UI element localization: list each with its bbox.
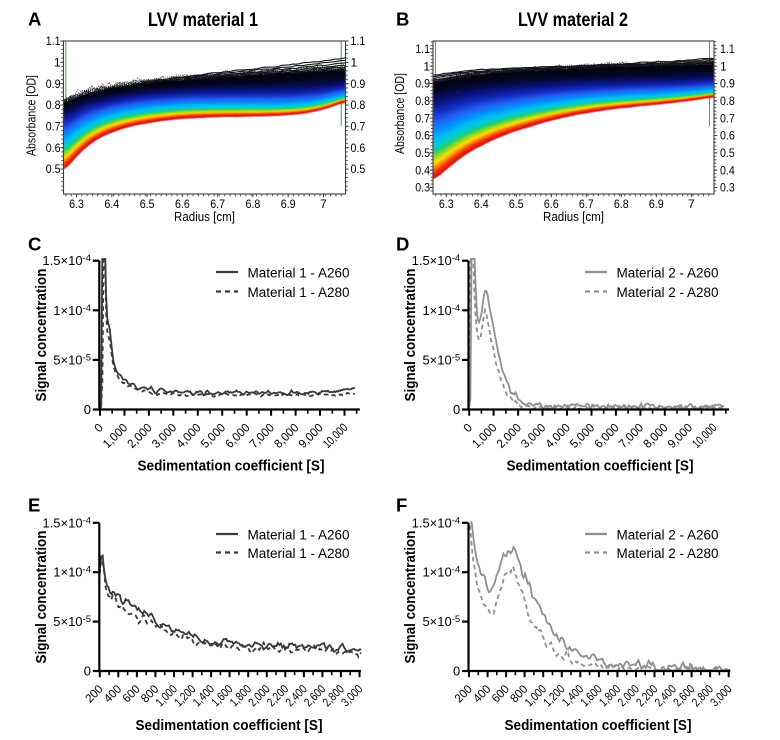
svg-text:6.7: 6.7: [210, 197, 225, 211]
svg-text:1.5×10-4: 1.5×10-4: [42, 515, 91, 530]
svg-text:Signal concentration: Signal concentration: [34, 269, 50, 402]
svg-text:Signal concentration: Signal concentration: [403, 531, 419, 664]
svg-text:0.6: 0.6: [351, 141, 366, 155]
svg-text:0: 0: [453, 402, 460, 417]
svg-text:0.5: 0.5: [720, 146, 735, 160]
svg-text:Material 2 - A260: Material 2 - A260: [617, 527, 719, 542]
svg-text:1.5×10-4: 1.5×10-4: [42, 253, 91, 268]
svg-text:Sedimentation coefficient [S]: Sedimentation coefficient [S]: [136, 718, 323, 734]
svg-text:6.3: 6.3: [69, 197, 84, 211]
svg-text:1×10-4: 1×10-4: [422, 303, 460, 318]
svg-text:0.5: 0.5: [46, 162, 61, 176]
svg-text:0.8: 0.8: [351, 98, 366, 112]
svg-text:1: 1: [351, 56, 358, 70]
svg-text:7: 7: [688, 197, 695, 211]
svg-text:0.4: 0.4: [415, 163, 430, 177]
svg-text:Material 2 - A260: Material 2 - A260: [617, 265, 719, 280]
svg-text:6.9: 6.9: [281, 197, 296, 211]
svg-text:0.8: 0.8: [415, 94, 430, 108]
svg-text:6.5: 6.5: [140, 197, 155, 211]
svg-text:Sedimentation coefficient [S]: Sedimentation coefficient [S]: [507, 459, 694, 475]
svg-text:E: E: [28, 495, 40, 516]
svg-text:0.5: 0.5: [415, 146, 430, 160]
svg-text:Radius [cm]: Radius [cm]: [174, 209, 235, 224]
svg-text:A: A: [28, 8, 41, 29]
svg-text:6.6: 6.6: [544, 197, 559, 211]
svg-text:0.3: 0.3: [415, 181, 430, 195]
svg-text:6.7: 6.7: [579, 197, 594, 211]
svg-text:0: 0: [84, 402, 91, 417]
svg-text:0: 0: [84, 664, 91, 679]
svg-text:6.4: 6.4: [104, 197, 119, 211]
svg-text:0.5: 0.5: [351, 162, 366, 176]
svg-text:Material 1 - A280: Material 1 - A280: [248, 546, 350, 561]
svg-text:F: F: [396, 495, 407, 516]
svg-text:Material 1 - A260: Material 1 - A260: [248, 265, 350, 280]
svg-text:5×10-5: 5×10-5: [53, 614, 91, 629]
svg-text:Material 2 - A280: Material 2 - A280: [617, 546, 719, 561]
svg-text:1.1: 1.1: [46, 34, 61, 48]
svg-text:Material 1 - A260: Material 1 - A260: [248, 527, 350, 542]
svg-text:0.9: 0.9: [351, 77, 366, 91]
svg-text:0.8: 0.8: [46, 98, 61, 112]
svg-text:Material 1 - A280: Material 1 - A280: [248, 285, 350, 300]
svg-text:7: 7: [320, 197, 327, 211]
svg-text:1×10-4: 1×10-4: [53, 565, 91, 580]
svg-text:6.5: 6.5: [509, 197, 524, 211]
svg-text:0: 0: [453, 664, 460, 679]
svg-text:0.7: 0.7: [415, 111, 430, 125]
svg-text:Absorbance [OD]: Absorbance [OD]: [393, 73, 407, 154]
svg-text:Sedimentation coefficient [S]: Sedimentation coefficient [S]: [138, 459, 325, 475]
svg-text:0.7: 0.7: [351, 120, 366, 134]
svg-text:Radius [cm]: Radius [cm]: [543, 209, 604, 224]
svg-text:Material 2 - A280: Material 2 - A280: [617, 285, 719, 300]
svg-text:5×10-5: 5×10-5: [422, 614, 460, 629]
svg-text:0.3: 0.3: [720, 181, 735, 195]
svg-text:LVV material 2: LVV material 2: [518, 10, 628, 31]
svg-text:0.8: 0.8: [720, 94, 735, 108]
svg-text:6.9: 6.9: [649, 197, 664, 211]
svg-text:1.5×10-4: 1.5×10-4: [412, 515, 461, 530]
svg-text:0.7: 0.7: [46, 120, 61, 134]
svg-text:5×10-5: 5×10-5: [422, 352, 460, 367]
svg-text:Signal concentration: Signal concentration: [34, 531, 50, 664]
svg-text:0.4: 0.4: [720, 163, 735, 177]
svg-text:5×10-5: 5×10-5: [53, 352, 91, 367]
svg-text:0.6: 0.6: [415, 129, 430, 143]
svg-text:0.7: 0.7: [720, 111, 735, 125]
svg-text:0.6: 0.6: [720, 129, 735, 143]
svg-text:1×10-4: 1×10-4: [53, 303, 91, 318]
svg-text:6.6: 6.6: [175, 197, 190, 211]
svg-text:0.9: 0.9: [720, 77, 735, 91]
svg-text:6.8: 6.8: [246, 197, 261, 211]
svg-text:1: 1: [423, 59, 430, 73]
svg-text:6.8: 6.8: [614, 197, 629, 211]
svg-text:Signal concentration: Signal concentration: [403, 269, 419, 402]
svg-text:1: 1: [720, 59, 727, 73]
svg-text:0.6: 0.6: [46, 141, 61, 155]
svg-text:0.9: 0.9: [415, 77, 430, 91]
svg-text:1.1: 1.1: [351, 34, 366, 48]
svg-text:1×10-4: 1×10-4: [422, 565, 460, 580]
svg-text:1.5×10-4: 1.5×10-4: [412, 253, 461, 268]
svg-text:C: C: [28, 233, 41, 254]
svg-text:1.1: 1.1: [720, 42, 735, 56]
svg-text:6.3: 6.3: [439, 197, 454, 211]
svg-text:6.4: 6.4: [474, 197, 489, 211]
svg-text:Absorbance [OD]: Absorbance [OD]: [25, 75, 39, 156]
svg-text:LVV material 1: LVV material 1: [148, 10, 258, 31]
svg-text:1.1: 1.1: [415, 42, 430, 56]
svg-text:0.9: 0.9: [46, 77, 61, 91]
svg-text:D: D: [396, 233, 409, 254]
svg-text:B: B: [396, 8, 409, 29]
svg-text:1: 1: [54, 56, 61, 70]
svg-text:Sedimentation coefficient [S]: Sedimentation coefficient [S]: [505, 718, 692, 734]
